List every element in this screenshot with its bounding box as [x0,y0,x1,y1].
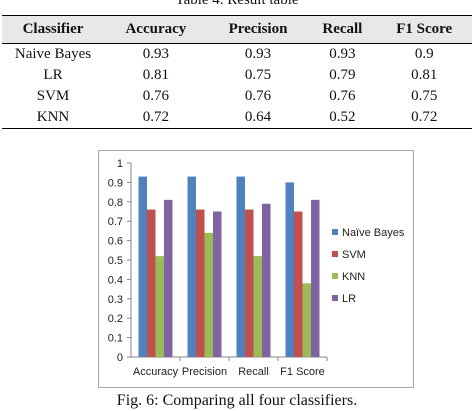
legend-swatch [332,295,338,301]
chart-frame: 0 0.1 0.2 0.3 0.4 0.5 0.6 0.7 0.8 0.9 1 Accuracy Pre… [98,150,414,388]
table-cell: 0.93 [329,46,356,62]
result-table: Classifier Accuracy Precision Recall F1 … [2,15,472,129]
bar-chart: 0 0.1 0.2 0.3 0.4 0.5 0.6 0.7 0.8 0.9 1 Accuracy Pre… [108,158,405,378]
table-cell: 0.79 [329,67,356,83]
table-cell: 0.93 [142,46,169,62]
table-cell: 0.9 [414,46,434,62]
table-row: KNN 0.72 0.64 0.52 0.72 [2,107,472,129]
table-cell: SVM [36,88,70,104]
y-tick-label: 0.4 [108,274,123,286]
table-cell: LR [43,67,63,83]
table-cell: 0.76 [329,88,356,104]
bar [302,283,311,357]
legend-label: SVM [342,249,366,261]
table-cell: Naive Bayes [14,46,92,62]
legend-swatch [332,251,338,257]
table-cell: 0.64 [207,107,309,129]
table-cell: 0.72 [104,107,208,129]
header-cell: Accuracy [104,15,208,44]
bar [236,176,245,357]
bar [213,211,222,357]
header-cell: Classifier [2,15,104,44]
bar [311,199,320,357]
table-cell: 0.93 [244,46,272,62]
legend-label: Naïve Bayes [342,227,405,239]
bar [147,209,156,357]
figure-caption: Fig. 6: Comparing all four classifiers. [116,392,358,409]
legend-label: LR [342,293,356,305]
table-row: LR 0.81 0.75 0.79 0.81 [2,65,472,86]
y-tick-label: 1 [117,158,123,170]
y-tick-label: 0.7 [108,216,123,228]
x-tick-label: F1 Score [280,366,325,378]
bar [138,176,147,357]
y-tick-label: 0.8 [108,197,123,209]
bar [285,182,294,357]
table-cell: KNN [2,107,104,129]
legend-label: KNN [342,271,365,283]
bar [262,203,271,357]
header-cell: Precision [207,15,309,44]
table-cell: 0.75 [244,67,272,83]
table-cell: 0.76 [244,88,272,104]
table-row: SVM 0.76 0.76 0.76 0.75 [2,86,472,107]
table-cell: 0.76 [142,88,169,104]
y-tick-label: 0.6 [108,236,123,248]
table-row: Naive Bayes 0.93 0.93 0.93 0.9 [2,44,472,66]
y-tick-label: 0.3 [108,294,123,306]
bar [196,209,205,357]
y-tick-label: 0.5 [108,255,123,267]
table-cell: 0.81 [142,67,169,83]
legend-swatch [332,229,338,235]
bar [187,176,196,357]
table-header-row: Classifier Accuracy Precision Recall F1 … [2,15,472,44]
y-tick-label: 0.2 [108,313,123,325]
x-tick-label: Accuracy [133,366,179,378]
header-cell: Recall [308,15,377,44]
bar [245,209,254,357]
table-caption: Table 4. Result table [175,0,299,8]
legend-swatch [332,273,338,279]
bar [155,256,164,357]
y-tick-label: 0.1 [108,333,123,345]
bar [204,232,213,357]
bar [294,211,303,357]
table-cell: 0.81 [411,67,438,83]
table-cell: 0.52 [308,107,377,129]
bar [164,199,173,357]
header-cell: F1 Score [376,15,472,44]
bar [253,256,262,357]
y-tick-label: 0.9 [108,177,123,189]
x-tick-label: Recall [238,366,269,378]
x-tick-label: Precision [182,366,227,378]
table-cell: 0.72 [376,107,472,129]
y-tick-label: 0 [117,352,123,364]
table-cell: 0.75 [411,88,438,104]
